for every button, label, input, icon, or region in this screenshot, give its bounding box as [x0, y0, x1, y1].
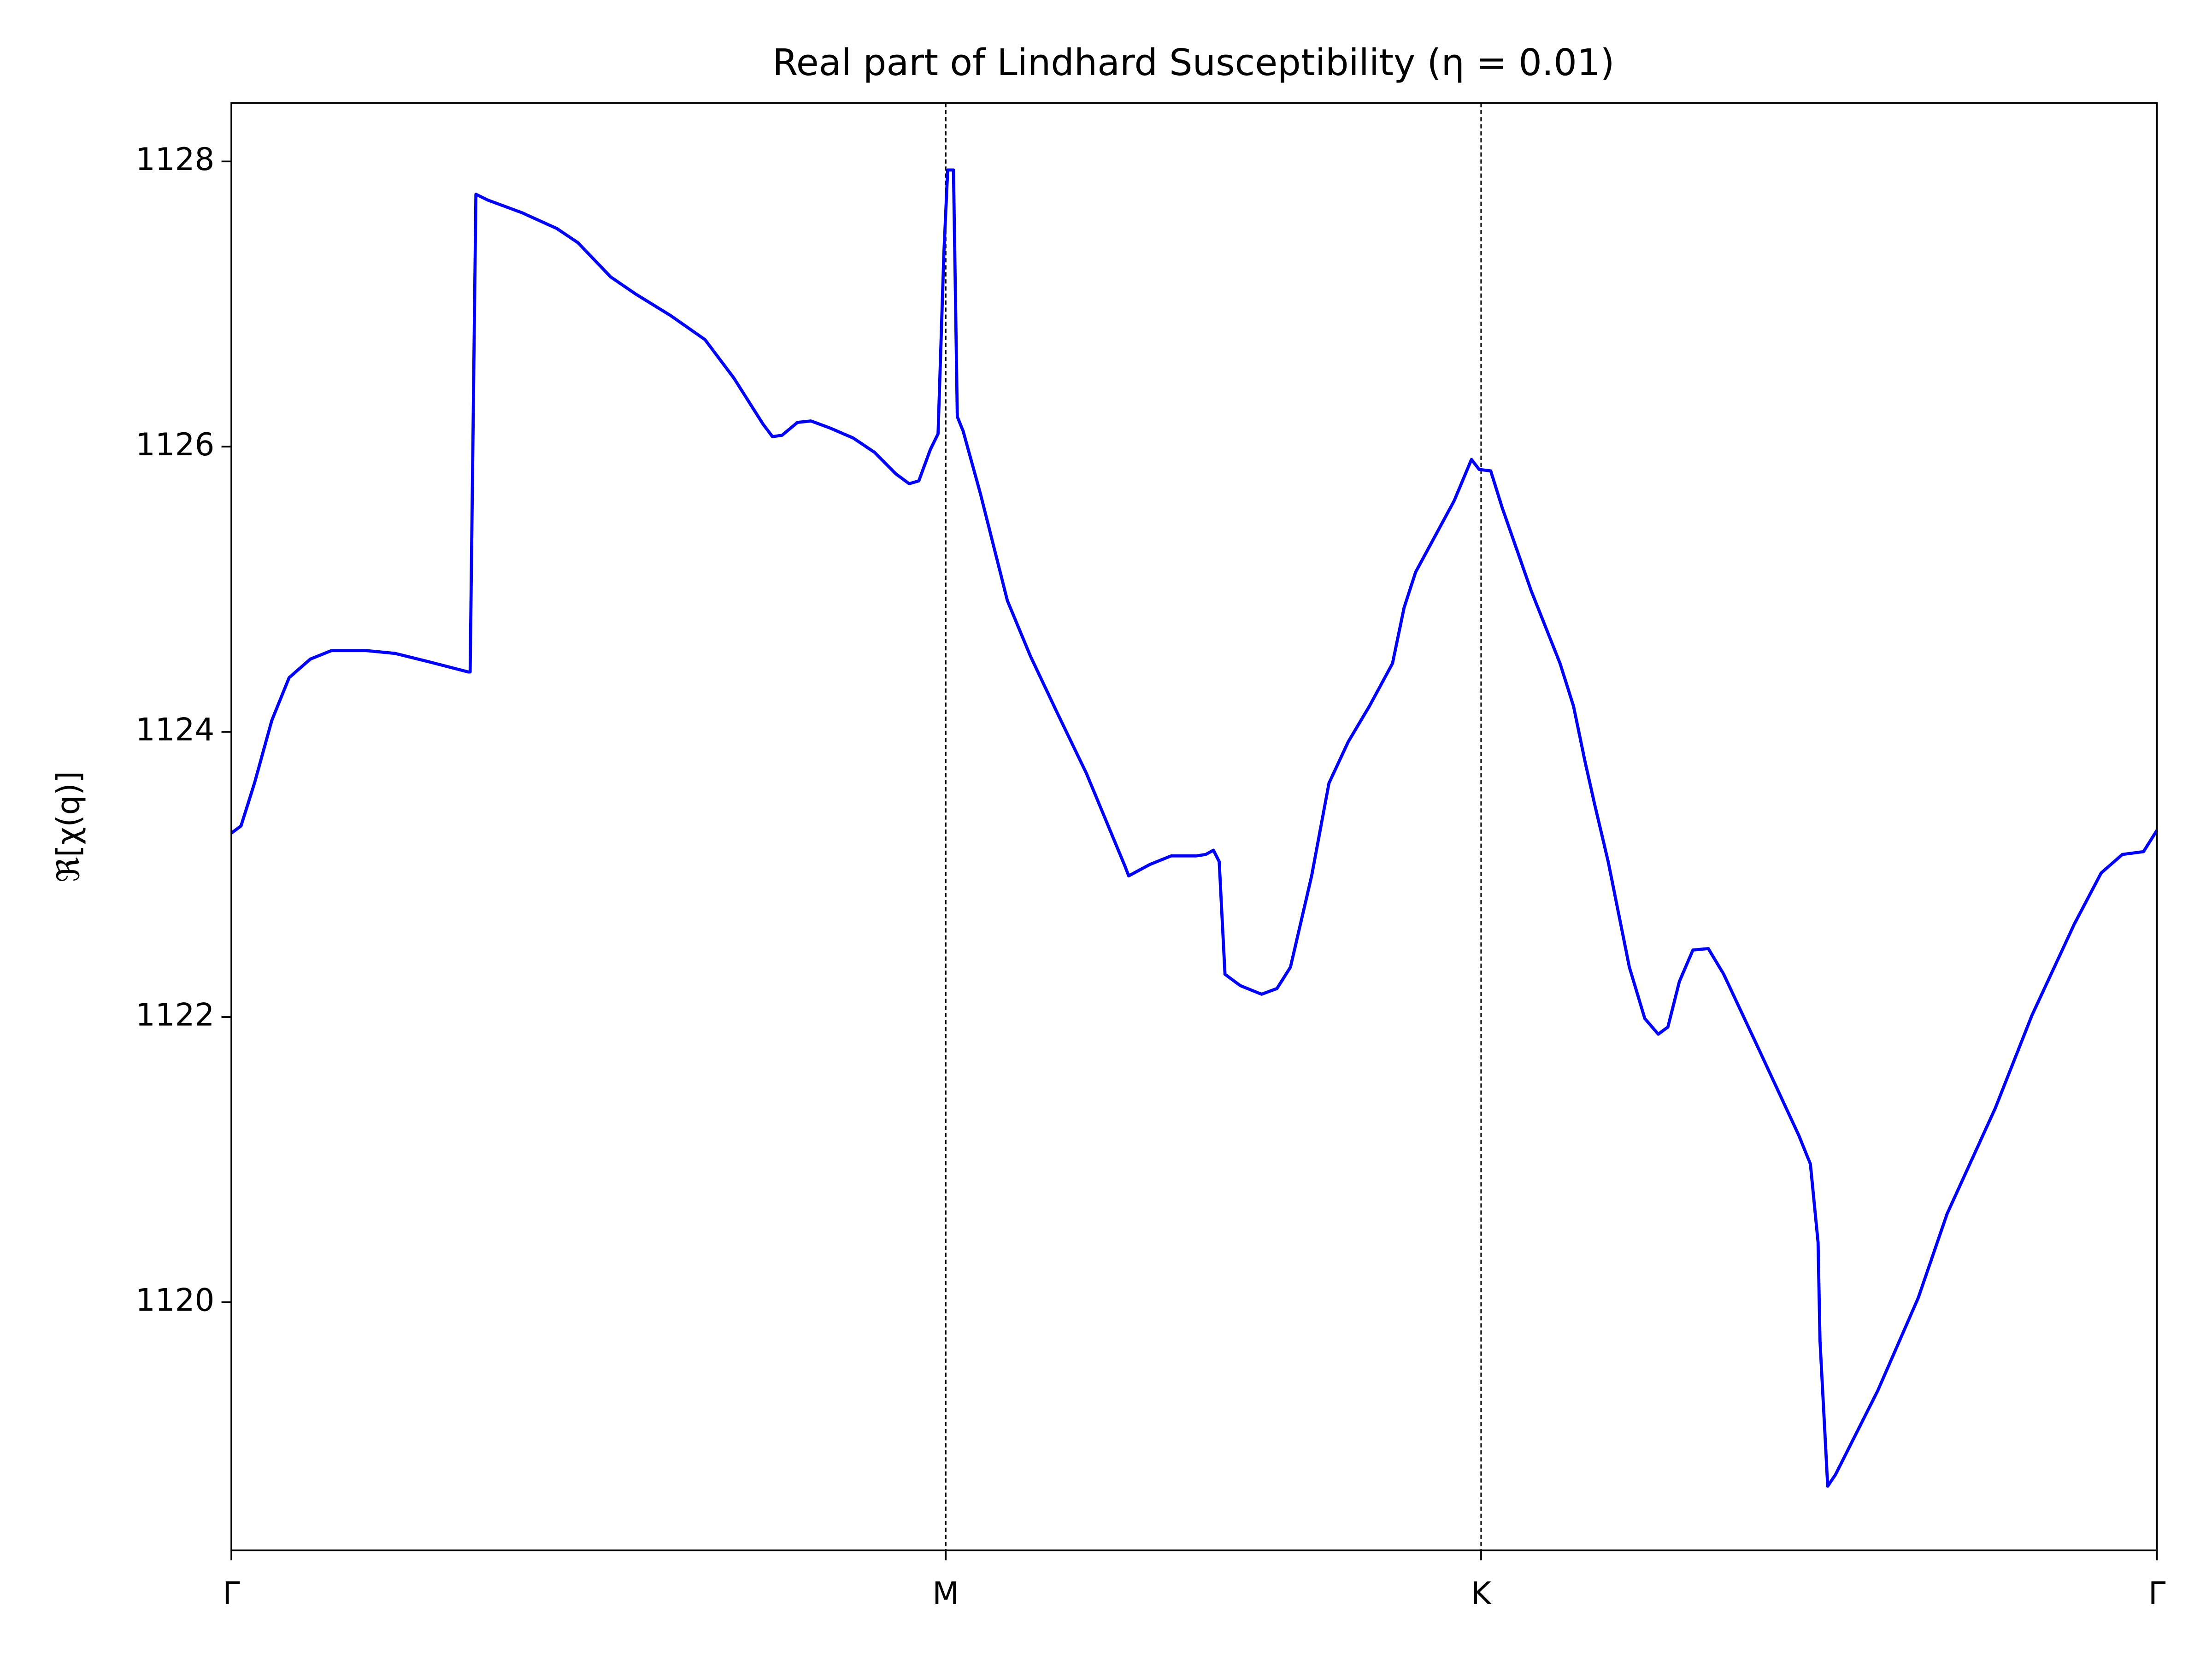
plot-frame — [230, 102, 2158, 1552]
x-tick-label: Γ — [223, 1575, 240, 1612]
x-tick-label: K — [1471, 1575, 1492, 1612]
chart-title: Real part of Lindhard Susceptibility (η … — [772, 41, 1614, 84]
y-tick-label: 1120 — [135, 1282, 214, 1318]
x-tick-label: Γ — [2148, 1575, 2166, 1612]
x-tick-label: M — [932, 1575, 959, 1612]
y-tick-label: 1124 — [135, 712, 214, 748]
y-tick-label: 1128 — [135, 141, 214, 177]
y-tick-label: 1122 — [135, 997, 214, 1033]
y-axis-label: ℜ[χ(q)] — [50, 771, 87, 882]
y-tick-label: 1126 — [135, 426, 214, 463]
data-line — [230, 168, 2159, 1488]
